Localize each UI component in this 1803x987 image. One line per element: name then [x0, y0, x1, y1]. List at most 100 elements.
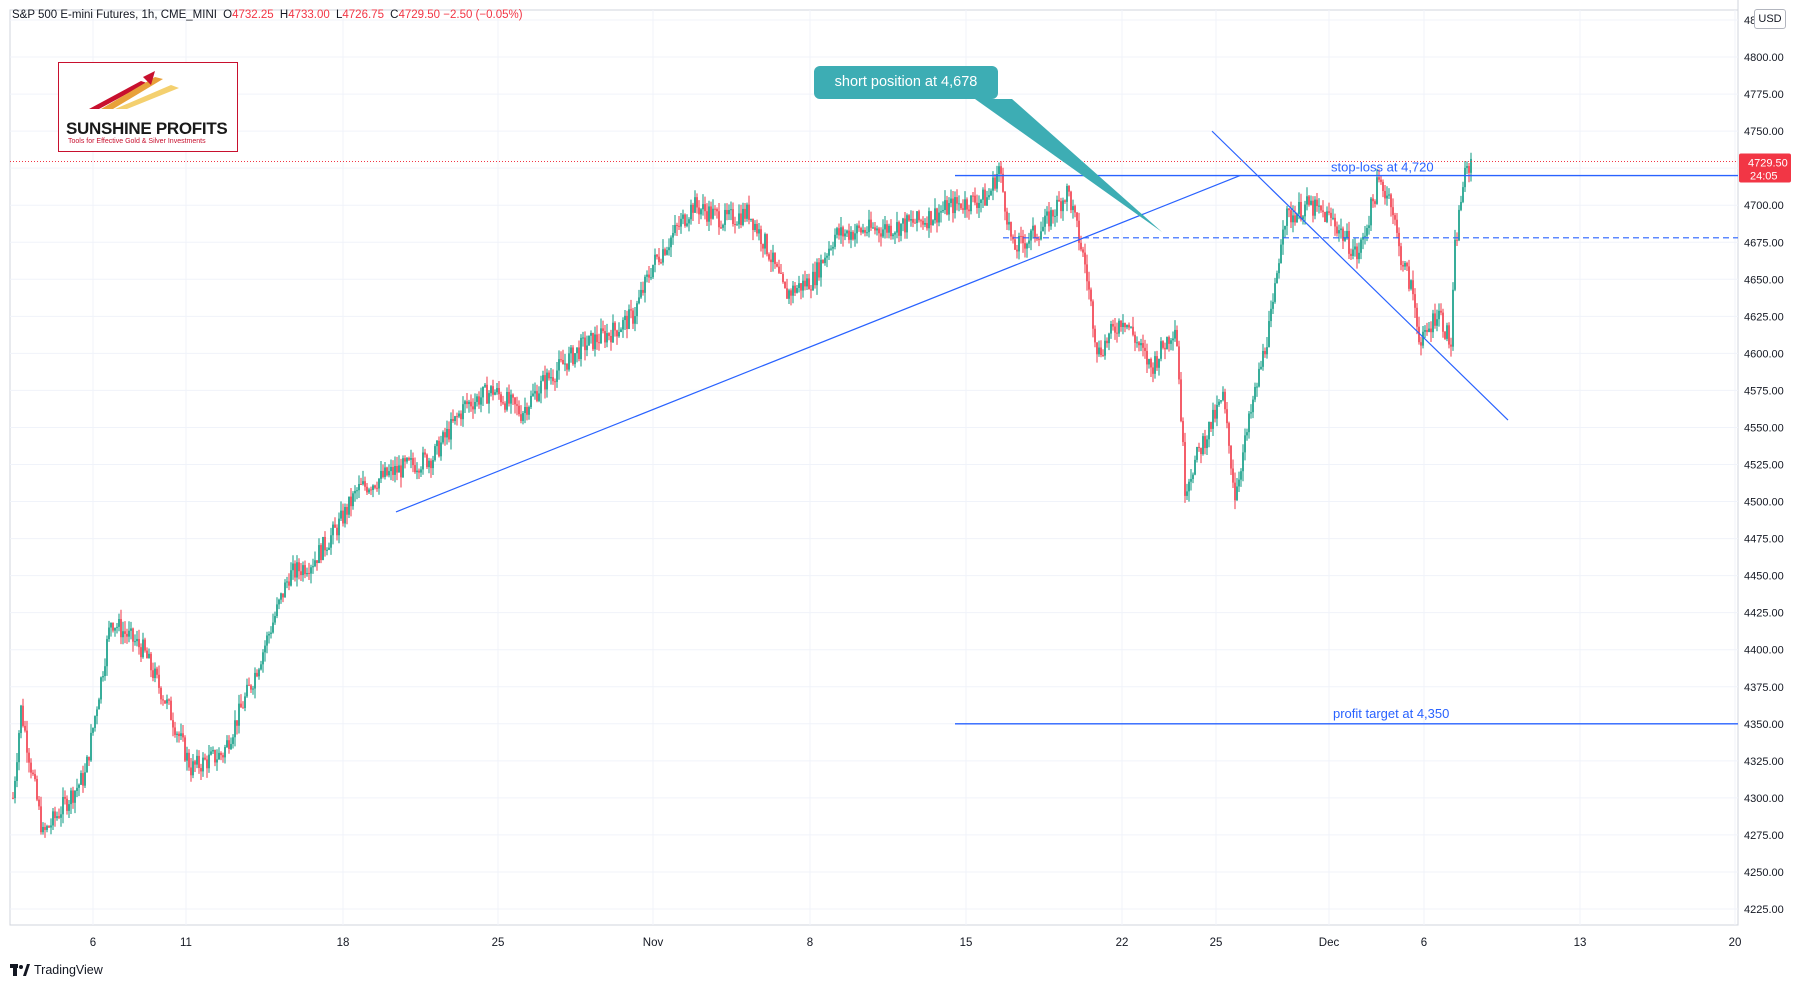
candle-body — [854, 233, 856, 240]
candle-body — [980, 199, 982, 203]
candle-body — [472, 406, 474, 410]
candle-body — [286, 581, 288, 583]
candle-body — [594, 334, 596, 350]
candle-body — [656, 254, 658, 257]
candle-body — [288, 581, 290, 586]
candle-body — [712, 208, 714, 219]
candle-body — [516, 404, 518, 406]
candle-body — [1126, 324, 1128, 328]
candle-body — [676, 225, 678, 227]
candle-body — [860, 228, 862, 233]
candle-body — [400, 465, 402, 478]
candle-body — [962, 208, 964, 210]
candle-body — [1386, 195, 1388, 199]
candle-body — [590, 332, 592, 336]
candle-body — [1388, 194, 1390, 196]
candle-body — [514, 397, 516, 405]
x-tick-label: Dec — [1319, 937, 1340, 949]
candle-body — [958, 203, 960, 205]
candle-body — [252, 688, 254, 690]
candle-body — [578, 347, 580, 360]
candle-body — [486, 384, 488, 404]
candle-body — [908, 215, 910, 221]
candle-body — [864, 229, 866, 233]
candle-body — [1468, 166, 1470, 173]
candle-body — [1110, 323, 1112, 334]
candle-body — [1240, 471, 1242, 480]
candle-body — [42, 826, 44, 833]
candle-body — [1162, 341, 1164, 348]
candle-body — [730, 209, 732, 211]
candle-body — [1430, 328, 1432, 333]
candle-body — [616, 330, 618, 337]
candle-body — [1228, 423, 1230, 446]
candle-body — [32, 772, 34, 775]
candle-body — [714, 208, 716, 210]
candle-body — [1226, 409, 1228, 424]
candle-body — [992, 177, 994, 191]
candle-body — [1308, 196, 1310, 205]
candle-body — [938, 212, 940, 223]
candle-body — [628, 309, 630, 329]
candle-body — [560, 359, 562, 361]
candle-body — [1092, 301, 1094, 329]
candle-body — [1146, 350, 1148, 365]
candle-body — [308, 573, 310, 575]
candle-body — [480, 397, 482, 405]
candle-body — [1270, 308, 1272, 322]
candle-body — [524, 406, 526, 414]
candle-body — [1114, 326, 1116, 333]
sunshine-profits-logo: SUNSHINE PROFITS Tools for Effective Gol… — [58, 62, 238, 152]
chart-header: S&P 500 E-mini Futures, 1h, CME_MINI O47… — [12, 9, 523, 21]
candle-body — [780, 272, 782, 274]
candle-body — [814, 271, 816, 286]
candle-body — [842, 227, 844, 237]
candle-body — [502, 402, 504, 404]
candle-body — [276, 604, 278, 617]
candle-body — [1186, 491, 1188, 496]
candle-body — [74, 790, 76, 803]
candle-body — [434, 446, 436, 461]
candle-body — [682, 214, 684, 219]
candle-body — [1414, 294, 1416, 308]
candle-body — [1342, 228, 1344, 241]
candle-body — [428, 460, 430, 468]
candle-body — [1206, 439, 1208, 449]
candle-body — [1152, 367, 1154, 374]
candle-body — [298, 562, 300, 572]
candle-body — [956, 197, 958, 204]
candle-body — [312, 566, 314, 568]
candle-body — [718, 211, 720, 228]
candle-body — [696, 197, 698, 208]
candle-body — [14, 780, 16, 799]
candle-body — [1060, 201, 1062, 212]
candle-body — [996, 173, 998, 189]
candle-body — [310, 567, 312, 574]
close-value: 4729.50 — [398, 9, 441, 21]
candle-body — [946, 200, 948, 215]
candle-body — [174, 727, 176, 735]
candle-body — [374, 485, 376, 488]
candle-body — [378, 478, 380, 489]
candle-body — [674, 225, 676, 233]
candle-body — [542, 375, 544, 381]
candle-body — [562, 359, 564, 365]
candle-body — [36, 779, 38, 800]
candle-body — [520, 414, 522, 421]
candle-body — [1256, 386, 1258, 388]
candle-body — [1428, 328, 1430, 332]
candle-body — [1264, 350, 1266, 355]
candle-body — [1032, 225, 1034, 231]
candle-body — [744, 208, 746, 219]
candle-body — [274, 616, 276, 623]
candle-body — [800, 283, 802, 291]
logo-arrows-icon — [89, 71, 179, 109]
candle-body — [756, 223, 758, 234]
candle-body — [260, 664, 262, 670]
candle-body — [214, 750, 216, 763]
candle-body — [970, 195, 972, 212]
candle-body — [226, 740, 228, 748]
candle-body — [670, 237, 672, 248]
currency-button[interactable]: USD — [1754, 9, 1786, 29]
